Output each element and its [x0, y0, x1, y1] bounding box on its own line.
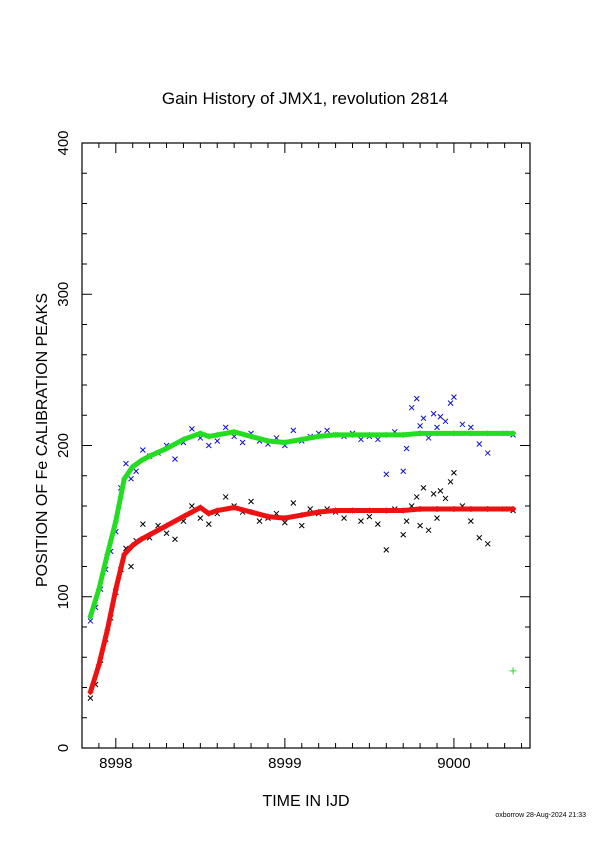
footer-credit: oxborrow 28-Aug-2024 21:33	[495, 812, 586, 819]
data-point	[128, 475, 134, 482]
data-point	[374, 436, 381, 443]
data-point	[282, 519, 288, 526]
data-point	[298, 522, 305, 529]
data-point	[467, 424, 474, 431]
data-point	[509, 667, 517, 675]
data-point	[239, 439, 246, 446]
data-point	[413, 494, 420, 500]
data-point	[442, 495, 449, 502]
data-point	[476, 441, 483, 447]
data-point	[123, 460, 129, 467]
data-point	[222, 424, 229, 431]
data-point	[222, 494, 229, 500]
data-point	[290, 500, 297, 506]
data-point	[290, 427, 297, 434]
data-point	[383, 471, 390, 478]
data-point	[189, 426, 195, 432]
data-point	[417, 422, 423, 429]
tick-labels: 8998 8999 9000 0 100 200 300 400	[55, 130, 471, 772]
data-point	[256, 518, 263, 524]
data-point	[400, 468, 407, 475]
data-point	[383, 547, 390, 553]
data-point	[197, 515, 204, 521]
data-point	[189, 503, 195, 509]
y-tick-label: 200	[55, 433, 72, 458]
data-point	[358, 518, 364, 524]
data-point	[205, 442, 212, 449]
fit-line	[87, 505, 516, 695]
x-tick-label: 9000	[437, 755, 470, 772]
data-point	[437, 488, 444, 494]
plot-frame	[81, 142, 531, 749]
data-point	[400, 531, 407, 538]
data-point	[434, 424, 440, 431]
data-point	[430, 410, 437, 417]
fit-line	[87, 429, 516, 619]
x-tick-label: 8999	[268, 755, 301, 772]
data-point	[434, 515, 440, 521]
data-point	[459, 421, 466, 428]
data-point	[128, 563, 134, 570]
data-point	[205, 521, 212, 528]
data-point	[420, 484, 427, 491]
axis-ticks	[81, 142, 530, 749]
y-tick-label: 100	[55, 584, 72, 609]
data-point	[425, 527, 432, 534]
data-point	[437, 413, 444, 420]
series-1	[87, 469, 516, 701]
data-point	[476, 534, 483, 541]
data-point	[451, 469, 457, 476]
data-point	[87, 695, 94, 701]
data-point	[324, 427, 330, 434]
data-point	[248, 498, 254, 505]
series-3	[87, 504, 517, 696]
data-point	[172, 536, 178, 543]
data-point	[408, 404, 415, 411]
y-tick-label: 300	[55, 282, 72, 307]
series-4	[509, 667, 517, 675]
data-point	[447, 478, 454, 485]
data-point	[447, 400, 454, 407]
data-point	[87, 618, 94, 624]
data-point	[484, 540, 491, 547]
data-point	[341, 515, 347, 521]
y-tick-label: 400	[55, 130, 72, 155]
data-point	[366, 513, 373, 520]
data-point	[214, 438, 221, 444]
data-point	[172, 456, 178, 462]
data-point	[163, 530, 170, 537]
data-series	[87, 394, 517, 701]
data-point	[425, 435, 432, 441]
data-point	[417, 522, 423, 529]
x-axis-label: TIME IN IJD	[262, 793, 349, 810]
data-point	[358, 436, 364, 443]
data-point	[140, 447, 146, 453]
data-point	[140, 521, 146, 528]
data-point	[451, 394, 457, 400]
data-point	[403, 518, 410, 524]
data-point	[413, 395, 420, 402]
chart-title: Gain History of JMX1, revolution 2814	[162, 89, 448, 108]
data-point	[430, 491, 437, 497]
data-point	[467, 518, 474, 524]
data-point	[420, 415, 427, 422]
y-axis-label: POSITION OF Fe CALIBRATION PEAKS	[34, 293, 51, 587]
y-tick-label: 0	[55, 744, 72, 752]
data-point	[442, 418, 449, 425]
x-tick-label: 8998	[99, 755, 132, 772]
data-point	[307, 506, 314, 512]
data-point	[374, 521, 381, 528]
data-point	[484, 450, 491, 456]
data-point	[133, 468, 139, 475]
data-point	[403, 445, 410, 452]
series-2	[87, 428, 517, 620]
